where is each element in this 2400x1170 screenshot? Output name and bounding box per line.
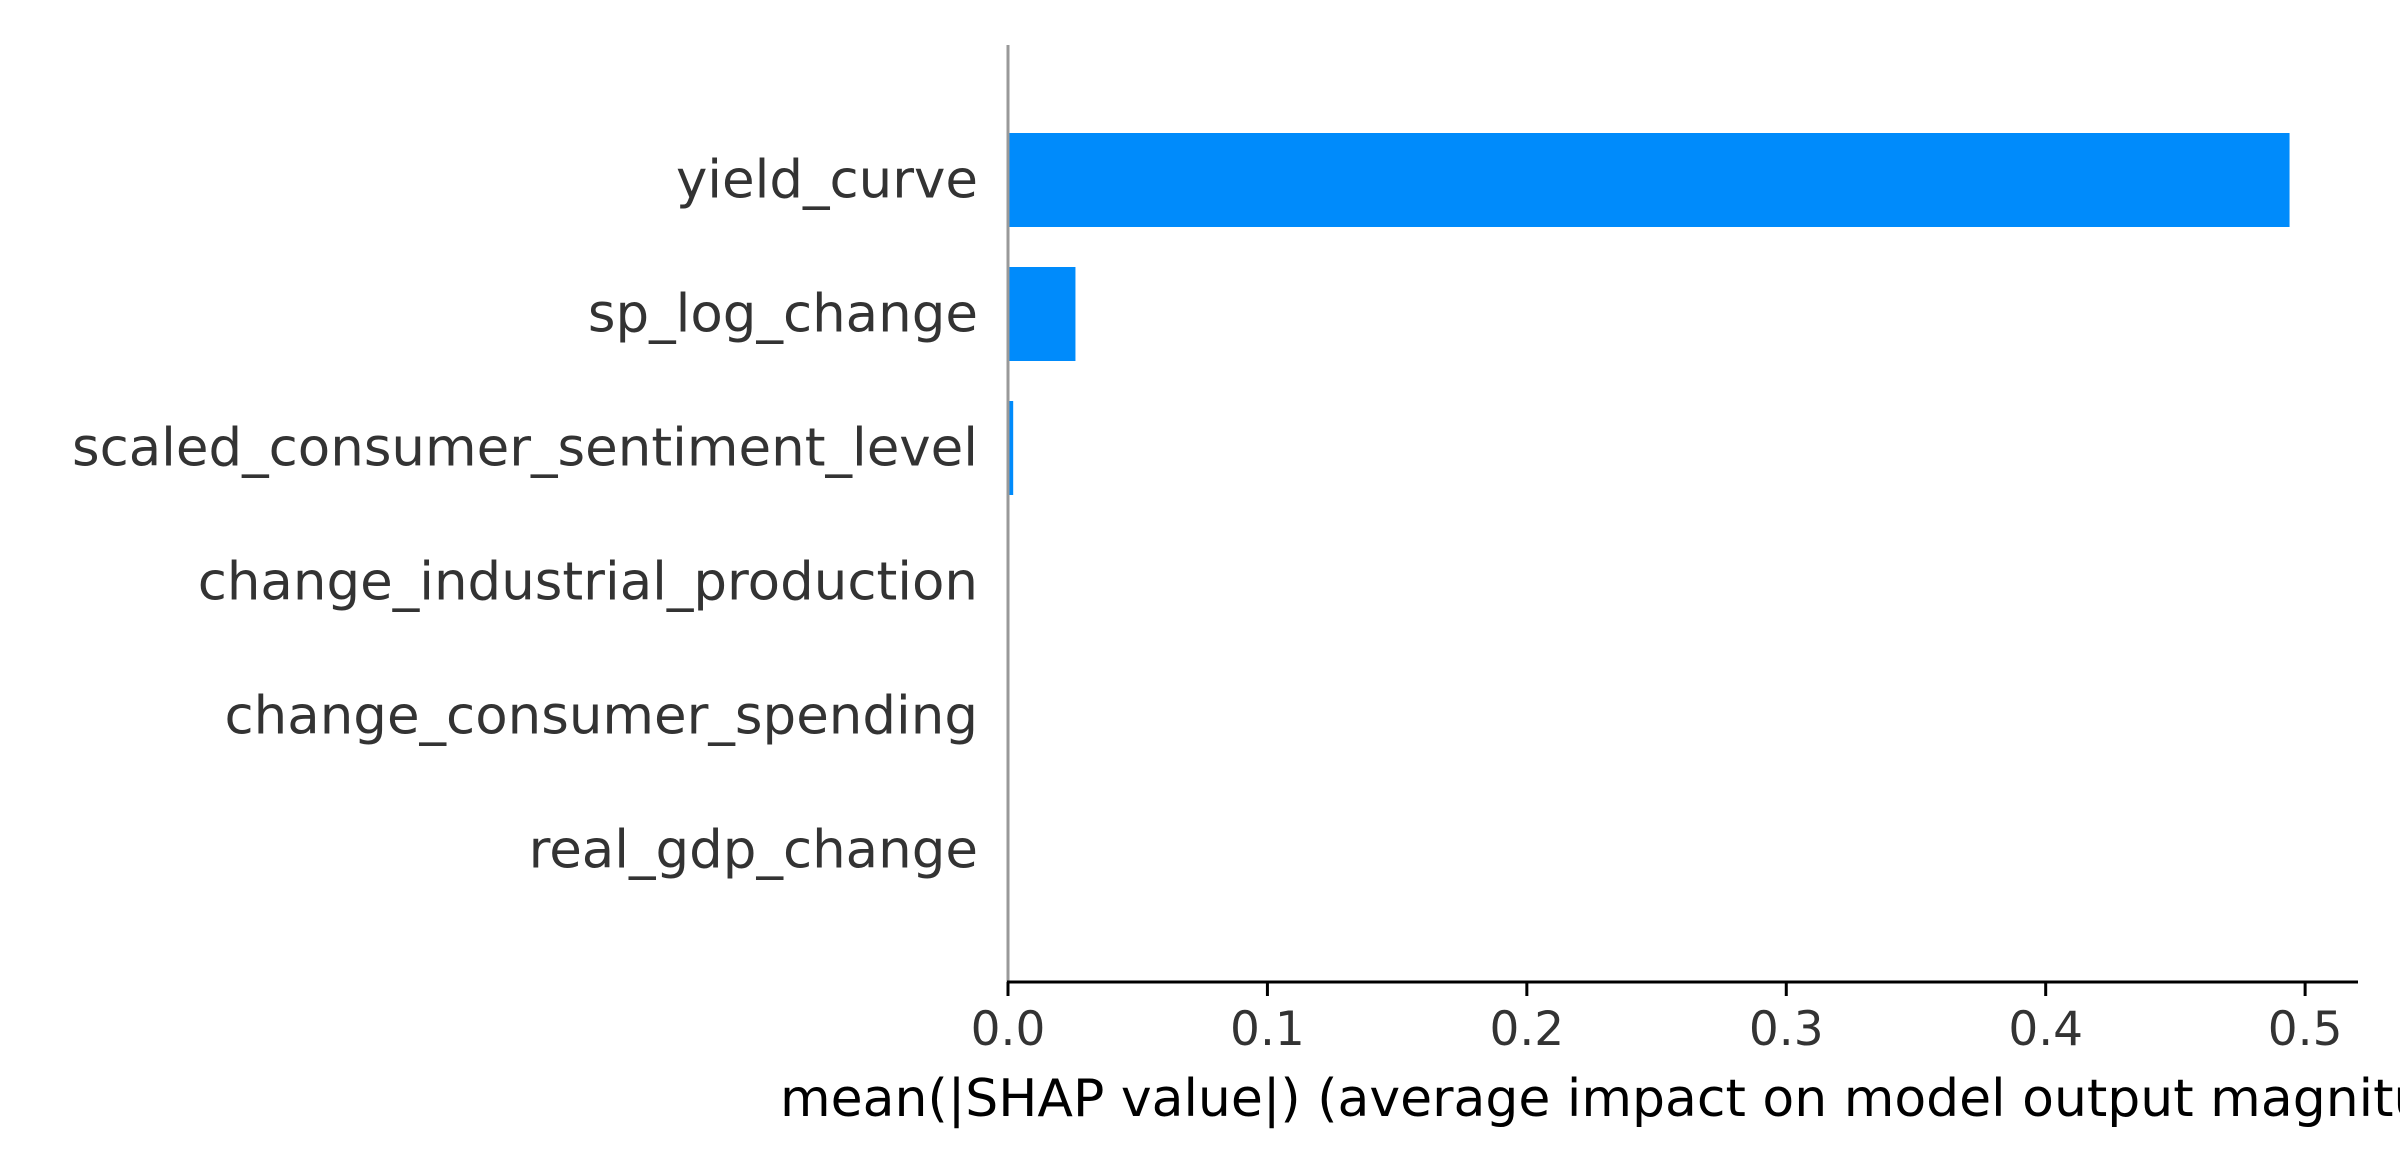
bar-scaled-consumer-sentiment-level bbox=[1008, 401, 1014, 495]
x-ticks: 0.0 0.1 0.2 0.3 0.4 0.5 bbox=[971, 982, 2343, 1057]
y-tick-label-sp-log-change: sp_log_change bbox=[588, 284, 978, 345]
y-tick-label-change-consumer-spending: change_consumer_spending bbox=[225, 686, 979, 747]
bar-sp-log-change bbox=[1008, 267, 1076, 361]
y-tick-label-change-industrial-production: change_industrial_production bbox=[198, 552, 978, 613]
bars-group bbox=[1008, 133, 2290, 495]
x-tick-label: 0.2 bbox=[1489, 1002, 1564, 1057]
x-tick-label: 0.0 bbox=[971, 1002, 1046, 1057]
x-tick-label: 0.3 bbox=[1749, 1002, 1824, 1057]
y-tick-label-real-gdp-change: real_gdp_change bbox=[529, 820, 978, 881]
x-axis-label: mean(|SHAP value|) (average impact on mo… bbox=[780, 1069, 2400, 1129]
x-tick-label: 0.1 bbox=[1230, 1002, 1305, 1057]
y-tick-label-yield-curve: yield_curve bbox=[676, 150, 978, 211]
y-tick-label-scaled-consumer-sentiment-level: scaled_consumer_sentiment_level bbox=[72, 418, 978, 479]
y-tick-labels: yield_curve sp_log_change scaled_consumer_… bbox=[72, 150, 978, 881]
x-tick-label: 0.5 bbox=[2268, 1002, 2343, 1057]
bar-yield-curve bbox=[1008, 133, 2290, 227]
x-tick-label: 0.4 bbox=[2008, 1002, 2083, 1057]
